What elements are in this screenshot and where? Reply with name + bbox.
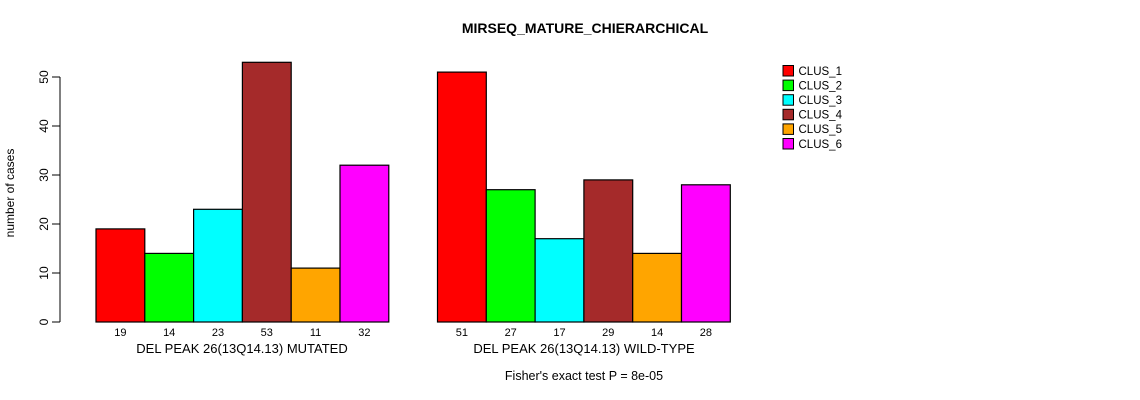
- bar-clus_1-group1: [95, 228, 146, 323]
- bar-value-label: 14: [651, 327, 663, 339]
- bar-value-label: 27: [505, 327, 517, 339]
- bar-value-label: 11: [310, 327, 321, 339]
- y-axis-label: number of cases: [3, 149, 17, 238]
- legend-label-clus_3: CLUS_3: [799, 95, 842, 107]
- bar-clus_6-group2: [680, 184, 731, 323]
- legend-label-clus_6: CLUS_6: [799, 139, 842, 151]
- bar-clus_5-group2: [632, 252, 683, 323]
- bar-clus_3-group1: [193, 208, 244, 323]
- bar-value-labels: 19 14 23 53 11 32 51 27 17 29 14 28: [114, 327, 712, 339]
- y-tick-label: 10: [37, 266, 51, 280]
- y-axis: 0 10 20 30 40 50: [37, 70, 61, 325]
- legend-label-clus_2: CLUS_2: [799, 80, 842, 92]
- bar-clus_1-group2: [436, 71, 487, 323]
- legend: CLUS_1 CLUS_2 CLUS_3 CLUS_4 CLUS_5 CLUS_6: [782, 65, 843, 151]
- bar-value-label: 17: [553, 327, 565, 339]
- bar-clus_4-group1: [241, 61, 292, 323]
- legend-swatch-clus_1: [782, 65, 794, 77]
- y-tick-label: 0: [37, 318, 51, 325]
- bar-value-label: 28: [700, 327, 712, 339]
- legend-swatch-clus_3: [782, 94, 794, 106]
- legend-swatch-clus_6: [782, 138, 794, 150]
- bar-value-label: 19: [114, 327, 126, 339]
- bar-value-label: 32: [358, 327, 370, 339]
- fisher-test-caption: Fisher's exact test P = 8e-05: [505, 369, 663, 383]
- group-label-wild-type: DEL PEAK 26(13Q14.13) WILD-TYPE: [473, 341, 695, 356]
- bar-value-label: 14: [163, 327, 175, 339]
- bar-clus_2-group2: [485, 189, 536, 323]
- y-tick-label: 40: [37, 119, 51, 133]
- legend-label-clus_5: CLUS_5: [799, 124, 842, 136]
- y-tick-label: 30: [37, 168, 51, 182]
- bar-clus_4-group2: [583, 179, 634, 323]
- bar-value-label: 53: [261, 327, 273, 339]
- chart-title: MIRSEQ_MATURE_CHIERARCHICAL: [462, 20, 709, 36]
- legend-swatch-clus_2: [782, 79, 794, 92]
- y-tick-label: 20: [37, 217, 51, 231]
- bar-clus_5-group1: [290, 267, 341, 323]
- bar-clus_3-group2: [534, 238, 585, 323]
- legend-label-clus_4: CLUS_4: [799, 110, 843, 122]
- bar-clus_6-group1: [339, 164, 390, 323]
- group-label-mutated: DEL PEAK 26(13Q14.13) MUTATED: [136, 341, 347, 356]
- legend-swatch-clus_4: [782, 108, 794, 121]
- bar-value-label: 23: [212, 327, 224, 339]
- legend-label-clus_1: CLUS_1: [799, 66, 842, 78]
- bar-value-label: 51: [456, 327, 468, 339]
- y-tick-label: 50: [37, 70, 51, 84]
- bar-value-label: 29: [602, 327, 614, 339]
- bars-group: [95, 61, 731, 323]
- legend-swatch-clus_5: [782, 123, 794, 135]
- bar-clus_2-group1: [144, 252, 195, 323]
